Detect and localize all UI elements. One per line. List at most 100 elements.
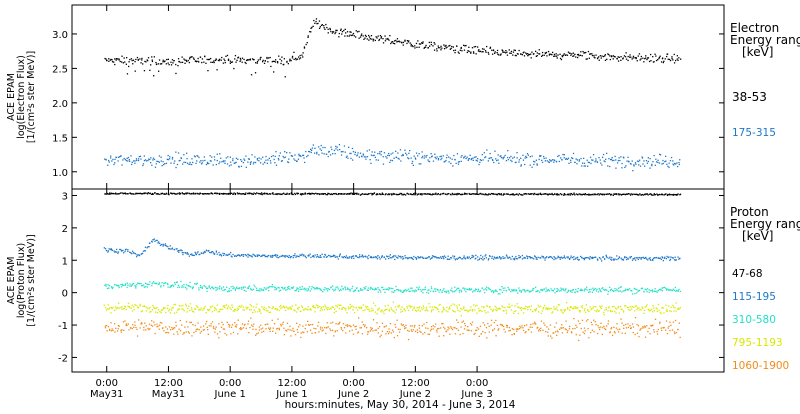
data-point — [677, 165, 679, 168]
data-point — [382, 38, 384, 40]
data-point — [591, 308, 593, 310]
data-point — [491, 193, 493, 195]
data-point — [203, 329, 205, 331]
data-point — [297, 158, 300, 160]
data-point — [429, 306, 431, 308]
data-point — [586, 289, 588, 291]
data-point — [657, 328, 659, 331]
data-point — [583, 157, 585, 159]
data-point — [351, 255, 353, 258]
data-point — [320, 306, 322, 308]
data-point — [240, 193, 243, 195]
data-point — [678, 308, 680, 310]
data-point — [258, 157, 260, 159]
data-point — [518, 287, 520, 289]
data-point — [325, 327, 328, 329]
data-point — [197, 57, 199, 60]
data-point — [410, 157, 412, 159]
data-point — [453, 310, 455, 312]
data-point — [369, 159, 371, 161]
data-point — [529, 309, 532, 311]
data-point — [669, 258, 672, 260]
data-point — [362, 154, 365, 156]
data-point — [282, 323, 284, 325]
data-point — [258, 326, 260, 328]
data-point — [312, 304, 315, 307]
data-point — [167, 304, 169, 307]
data-point — [226, 334, 228, 336]
data-point — [509, 52, 511, 54]
data-point — [219, 285, 221, 287]
data-point — [589, 194, 591, 196]
data-point — [513, 156, 515, 158]
data-point — [294, 253, 296, 255]
data-point — [301, 54, 303, 56]
data-point — [213, 156, 216, 158]
data-point — [180, 61, 182, 64]
data-point — [593, 288, 595, 291]
data-point — [241, 328, 243, 330]
data-point — [497, 159, 499, 161]
data-point — [141, 323, 143, 325]
data-point — [199, 284, 202, 287]
data-point — [160, 286, 162, 288]
data-point — [214, 331, 216, 333]
data-point — [367, 193, 369, 195]
data-point — [489, 193, 491, 196]
data-point — [182, 253, 184, 256]
data-point — [356, 154, 359, 156]
data-point — [474, 156, 476, 158]
data-point — [213, 327, 215, 329]
data-point — [648, 257, 650, 260]
data-point — [181, 250, 183, 252]
data-point — [225, 55, 227, 57]
data-point — [137, 192, 139, 195]
data-point — [417, 288, 419, 291]
data-point — [650, 60, 652, 62]
data-point — [366, 289, 368, 291]
data-point — [244, 323, 246, 325]
data-point — [643, 312, 645, 314]
data-point — [309, 192, 311, 195]
data-point — [613, 193, 615, 195]
data-point — [365, 193, 367, 195]
data-point — [675, 290, 677, 292]
data-point — [469, 258, 472, 260]
data-point — [244, 193, 247, 195]
data-point — [164, 282, 166, 284]
data-point — [484, 255, 486, 257]
data-point — [316, 23, 318, 25]
data-point — [324, 28, 326, 30]
data-point — [544, 193, 547, 195]
data-point — [476, 327, 478, 329]
legend-title: Energy ranges — [730, 33, 800, 47]
data-point — [259, 192, 261, 195]
data-point — [204, 193, 207, 195]
data-point — [167, 159, 169, 161]
data-point — [592, 307, 594, 309]
data-point — [297, 308, 299, 310]
data-point — [121, 308, 123, 310]
data-point — [124, 284, 126, 286]
data-point — [553, 159, 555, 161]
data-point — [408, 330, 410, 332]
data-point — [622, 58, 624, 60]
data-point — [511, 193, 513, 195]
data-point — [183, 284, 185, 286]
data-point — [488, 325, 490, 327]
data-point — [215, 326, 217, 328]
data-point — [374, 304, 376, 307]
data-point — [347, 288, 349, 290]
data-point — [400, 323, 402, 325]
data-point — [162, 327, 164, 329]
data-point — [339, 288, 342, 290]
y-tick-label: 0 — [62, 289, 68, 300]
data-point — [198, 156, 200, 159]
data-point — [529, 290, 531, 293]
data-point — [669, 194, 671, 196]
data-point — [334, 32, 336, 35]
y-tick-label: 2 — [62, 224, 68, 235]
data-point — [478, 258, 480, 261]
data-point — [263, 287, 265, 289]
data-point — [167, 154, 169, 157]
